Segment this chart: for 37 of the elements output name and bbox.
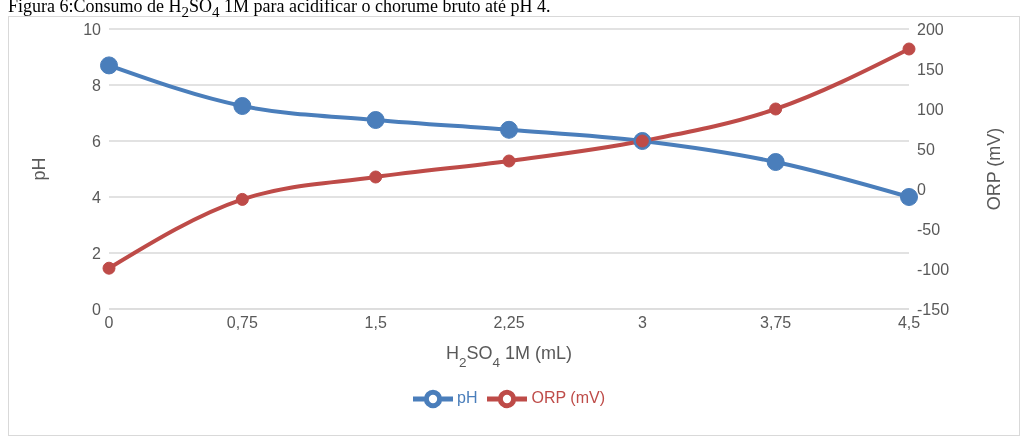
y-tick-label: 10	[83, 20, 102, 38]
x-tick-label: 0	[104, 314, 114, 332]
x-tick-label: 0,75	[226, 314, 259, 332]
point	[500, 120, 518, 139]
legend-label: pH	[457, 389, 478, 407]
y-axis-title: pH	[29, 157, 50, 181]
y-tick-label: 4	[92, 188, 102, 206]
point	[100, 56, 118, 75]
y2-tick-label: -50	[917, 220, 941, 238]
point	[366, 111, 385, 129]
point	[766, 153, 785, 171]
y2-axis-title: ORP (mV)	[984, 127, 1005, 211]
y-tick-label: 6	[92, 132, 102, 150]
y2-tick-label: 200	[917, 20, 944, 38]
y-tick-label: 2	[92, 244, 102, 262]
x-tick-label: 2,25	[493, 314, 525, 332]
x-axis-title: H$_{2}$SO$_{4}$ 1M (mL)	[445, 343, 573, 370]
x-tick-label: 3,75	[760, 314, 792, 332]
point	[233, 97, 252, 115]
point	[769, 102, 783, 116]
point	[900, 188, 918, 206]
y2-tick-label: 150	[917, 60, 944, 78]
point	[369, 170, 383, 184]
point	[902, 42, 916, 56]
x-tick-label: 1,5	[364, 314, 387, 332]
point	[235, 192, 249, 206]
y2-tick-label: -100	[917, 260, 950, 278]
y-tick-label: 0	[92, 300, 102, 318]
y-tick-label: 8	[92, 76, 102, 94]
chart-title: Figura 6:Consumo de H$_{2}$SO$_{4}$ 1M para acidificar o chorume bruto até pH 4.	[8, 0, 552, 20]
point	[102, 261, 116, 275]
point	[502, 154, 516, 168]
y2-tick-label: 100	[917, 100, 944, 118]
y2-tick-label: 0	[917, 180, 926, 198]
x-tick-label: 3	[637, 314, 647, 332]
y2-tick-label: 50	[917, 140, 935, 158]
legend-label: ORP (mV)	[531, 389, 605, 407]
